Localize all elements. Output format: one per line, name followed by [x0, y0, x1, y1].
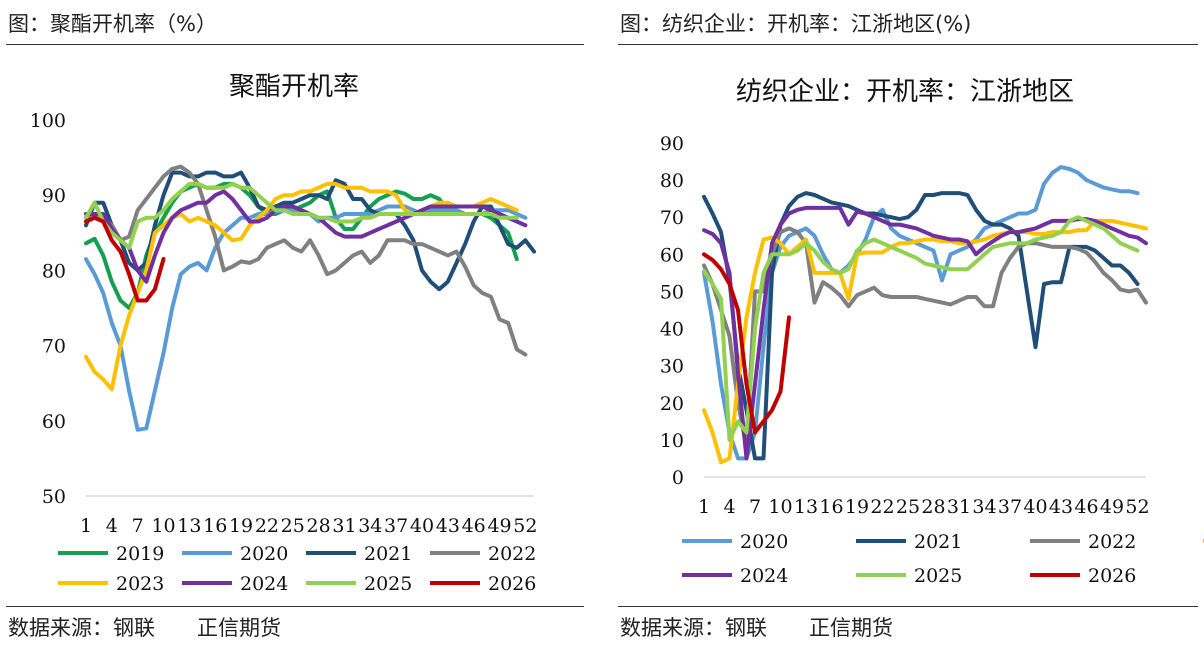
legend-label-2020: 2020: [240, 543, 288, 565]
y-tick-label: 50: [660, 281, 684, 303]
source-note: 数据来源：钢联 正信期货: [8, 616, 281, 640]
x-tick-label: 16: [819, 496, 843, 518]
x-tick-label: 25: [281, 515, 305, 537]
y-tick-label: 60: [42, 411, 66, 433]
x-tick-label: 46: [462, 515, 486, 537]
y-tick-label: 40: [660, 319, 684, 341]
title-rule: [6, 44, 584, 45]
legend-label-2025: 2025: [364, 573, 412, 595]
y-tick-label: 80: [660, 170, 684, 192]
x-tick-label: 10: [151, 515, 175, 537]
title-rule: [618, 44, 1198, 45]
series-line-2023: [84, 181, 519, 392]
x-tick-label: 1: [698, 496, 710, 518]
series-line-2022: [84, 164, 528, 357]
legend-label-2024: 2024: [740, 565, 788, 587]
y-tick-label: 60: [660, 244, 684, 266]
y-tick-label: 90: [42, 185, 66, 207]
x-tick-label: 37: [998, 496, 1022, 518]
figure-title: 图：纺织企业：开机率：江浙地区(%): [620, 12, 972, 36]
x-tick-label: 43: [436, 515, 460, 537]
x-tick-label: 34: [972, 496, 996, 518]
x-tick-label: 7: [132, 515, 144, 537]
chart-polyester-operating-rate: 聚酯开机率 50 60 70 80 90 100 1 4 7 10 13 16 19 22 25 28 31 34 3…: [30, 72, 538, 595]
y-tick-label: 80: [42, 260, 66, 282]
x-tick-label: 40: [410, 515, 434, 537]
legend-label-2026: 2026: [488, 573, 536, 595]
y-tick-label: 90: [660, 133, 684, 155]
y-tick-label: 20: [660, 393, 684, 415]
legend-label-2023: 2023: [116, 573, 164, 595]
x-tick-label: 40: [1023, 496, 1047, 518]
x-tick-label: 46: [1074, 496, 1098, 518]
x-tick-label: 34: [358, 515, 382, 537]
y-tick-label: 50: [42, 486, 66, 508]
legend-label-2022: 2022: [488, 543, 536, 565]
series-line-2026: [702, 252, 791, 435]
x-tick-label: 25: [896, 496, 920, 518]
panel-textile-operating-rate: 图：纺织企业：开机率：江浙地区(%) 纺织企业：开机率：江浙地区 0 10 20 30 4…: [612, 0, 1204, 652]
legend-label-2021: 2021: [914, 531, 962, 553]
x-tick-label: 52: [513, 515, 537, 537]
x-tick-label: 43: [1049, 496, 1073, 518]
x-tick-label: 1: [80, 515, 92, 537]
x-tick-label: 31: [947, 496, 971, 518]
x-tick-label: 19: [845, 496, 869, 518]
x-tick-label: 52: [1125, 496, 1149, 518]
source-rule: [618, 606, 1198, 607]
legend-label-2020: 2020: [740, 531, 788, 553]
x-tick-label: 13: [177, 515, 201, 537]
legend-label-2026: 2026: [1088, 565, 1136, 587]
x-tick-label: 37: [384, 515, 408, 537]
legend-label-2024: 2024: [240, 573, 288, 595]
x-tick-label: 10: [768, 496, 792, 518]
legend-label-2022: 2022: [1088, 531, 1136, 553]
chart-title: 聚酯开机率: [229, 72, 359, 102]
x-tick-label: 7: [749, 496, 761, 518]
x-tick-label: 22: [255, 515, 279, 537]
legend-label-2021: 2021: [364, 543, 412, 565]
series-line-2026: [84, 215, 166, 303]
x-tick-label: 28: [921, 496, 945, 518]
y-tick-label: 70: [42, 336, 66, 358]
y-tick-label: 0: [672, 467, 684, 489]
x-tick-label: 28: [307, 515, 331, 537]
source-note: 数据来源：钢联 正信期货: [620, 616, 893, 640]
source-rule: [6, 606, 584, 607]
x-tick-label: 4: [723, 496, 735, 518]
series-line-2023: [702, 218, 1148, 465]
x-tick-label: 4: [106, 515, 118, 537]
x-tick-label: 31: [332, 515, 356, 537]
y-tick-label: 10: [660, 430, 684, 452]
x-tick-label: 19: [229, 515, 253, 537]
series-line-2025: [702, 215, 1140, 442]
y-tick-label: 100: [30, 110, 66, 132]
x-tick-label: 13: [794, 496, 818, 518]
y-tick-label: 30: [660, 356, 684, 378]
figure-title: 图：聚酯开机率（%）: [8, 12, 217, 36]
x-tick-label: 49: [1100, 496, 1124, 518]
x-tick-label: 22: [870, 496, 894, 518]
series-line-2025: [84, 181, 519, 250]
y-tick-label: 70: [660, 207, 684, 229]
legend-label-2025: 2025: [914, 565, 962, 587]
chart-title: 纺织企业：开机率：江浙地区: [736, 77, 1074, 107]
panel-polyester-operating-rate: 图：聚酯开机率（%） 聚酯开机率 50 60 70 80 90 100 1 4 7 10 13 16 19…: [0, 0, 590, 652]
x-tick-label: 49: [487, 515, 511, 537]
legend-label-2019: 2019: [116, 543, 164, 565]
x-tick-label: 16: [203, 515, 227, 537]
